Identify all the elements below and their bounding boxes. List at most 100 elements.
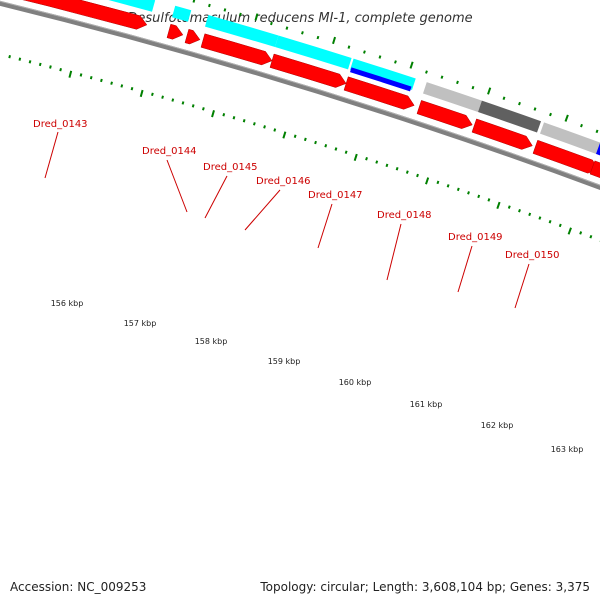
inner-tick (151, 92, 154, 97)
inner-tick (171, 98, 175, 102)
scale-label-163-kbp: 163 kbp (551, 445, 584, 454)
accession-label: Accession: NC_009253 (10, 580, 147, 594)
inner-tick (365, 157, 368, 161)
outer-tick (285, 26, 289, 30)
outer-tick (518, 101, 521, 106)
leader-line-1 (44, 131, 59, 179)
outer-tick (487, 87, 492, 95)
inner-tick (436, 180, 440, 185)
outer-tick (192, 0, 196, 3)
outer-tick (425, 70, 428, 74)
cds-arrow-8 (471, 118, 533, 150)
backbone-highlight (0, 0, 600, 186)
genome-summary-label: Topology: circular; Length: 3,608,104 bp… (260, 580, 590, 594)
outer-tick (270, 21, 273, 26)
inner-tick (303, 137, 307, 142)
gene-label-dred-0143: Dred_0143 (33, 119, 88, 130)
cds-arrow-5 (269, 53, 347, 88)
leader-line-8 (514, 263, 530, 309)
leader-line-3 (204, 175, 228, 219)
leader-line-4 (244, 189, 281, 231)
inner-tick (263, 125, 266, 129)
feature-band-cyan-4 (275, 35, 352, 70)
leader-line-6 (386, 223, 402, 281)
feature-band-cyan-2 (172, 5, 192, 22)
inner-tick (139, 89, 144, 98)
feature-band-light-gray-8 (540, 122, 600, 156)
inner-tick (68, 70, 73, 78)
outer-tick (440, 75, 444, 79)
feature-band-cyan-3 (205, 15, 279, 48)
scale-label-160-kbp: 160 kbp (339, 378, 372, 387)
inner-tick (395, 167, 399, 171)
feature-band-light-gray-6 (423, 82, 482, 113)
inner-tick (293, 134, 297, 138)
cds-arrow-7 (416, 100, 473, 129)
inner-tick (538, 216, 542, 220)
inner-tick (314, 140, 317, 145)
inner-tick (334, 147, 338, 151)
inner-tick (282, 131, 287, 139)
inner-tick (79, 73, 83, 77)
outer-tick (471, 85, 475, 90)
outer-tick (254, 13, 259, 21)
outer-tick (564, 114, 569, 122)
scale-label-161-kbp: 161 kbp (410, 400, 443, 409)
cds-arrow-4 (200, 33, 273, 66)
inner-tick (273, 128, 277, 132)
inner-tick (558, 223, 562, 228)
outer-tick (208, 3, 211, 8)
inner-tick (222, 113, 226, 117)
outer-tick (533, 107, 537, 111)
inner-tick (49, 65, 52, 69)
gene-label-dred-0145: Dred_0145 (203, 162, 258, 173)
cds-arrow-1 (22, 0, 148, 30)
outer-tick (502, 96, 506, 100)
outer-tick (456, 80, 459, 85)
outer-tick (363, 50, 366, 54)
inner-tick (456, 187, 460, 192)
inner-tick (518, 208, 521, 213)
inner-tick (181, 101, 185, 105)
feature-band-cyan-5 (350, 58, 416, 90)
scale-label-162-kbp: 162 kbp (481, 421, 514, 430)
inner-tick (496, 201, 501, 210)
gene-label-dred-0144: Dred_0144 (142, 146, 197, 157)
outer-tick-track (192, 0, 599, 134)
inner-tick (467, 191, 470, 195)
gene-label-dred-0148: Dred_0148 (377, 210, 432, 221)
inner-tick (405, 170, 409, 174)
cds-arrow-3 (184, 28, 201, 45)
leader-line-5 (317, 203, 333, 249)
inner-tick (487, 198, 491, 202)
cds-arrow-6 (343, 76, 415, 110)
outer-tick (239, 12, 242, 17)
scale-label-157-kbp: 157 kbp (124, 319, 157, 328)
inner-tick (202, 107, 205, 111)
inner-tick (110, 81, 113, 85)
inner-tick (344, 150, 348, 154)
inner-tick (353, 153, 358, 162)
inner-tick (120, 84, 124, 88)
inner-tick (161, 95, 164, 99)
inner-tick (477, 194, 481, 199)
gene-label-dred-0147: Dred_0147 (308, 190, 363, 201)
scale-label-158-kbp: 158 kbp (195, 337, 228, 346)
inner-tick (567, 227, 572, 235)
inner-tick (89, 75, 93, 80)
inner-tick (528, 212, 532, 217)
inner-tick (191, 104, 195, 108)
inner-tick (416, 173, 419, 178)
gene-label-dred-0150: Dred_0150 (505, 250, 560, 261)
outer-tick (580, 123, 583, 128)
outer-tick (223, 8, 227, 12)
leader-line-7 (457, 245, 473, 293)
feature-track (22, 0, 600, 178)
label-leader-lines (44, 131, 530, 309)
outer-tick (301, 31, 304, 35)
inner-tick (232, 116, 236, 120)
inner-tick (507, 205, 511, 209)
feature-band-blue-strand (350, 67, 412, 92)
inner-tick (211, 110, 215, 118)
inner-tick (548, 219, 552, 224)
